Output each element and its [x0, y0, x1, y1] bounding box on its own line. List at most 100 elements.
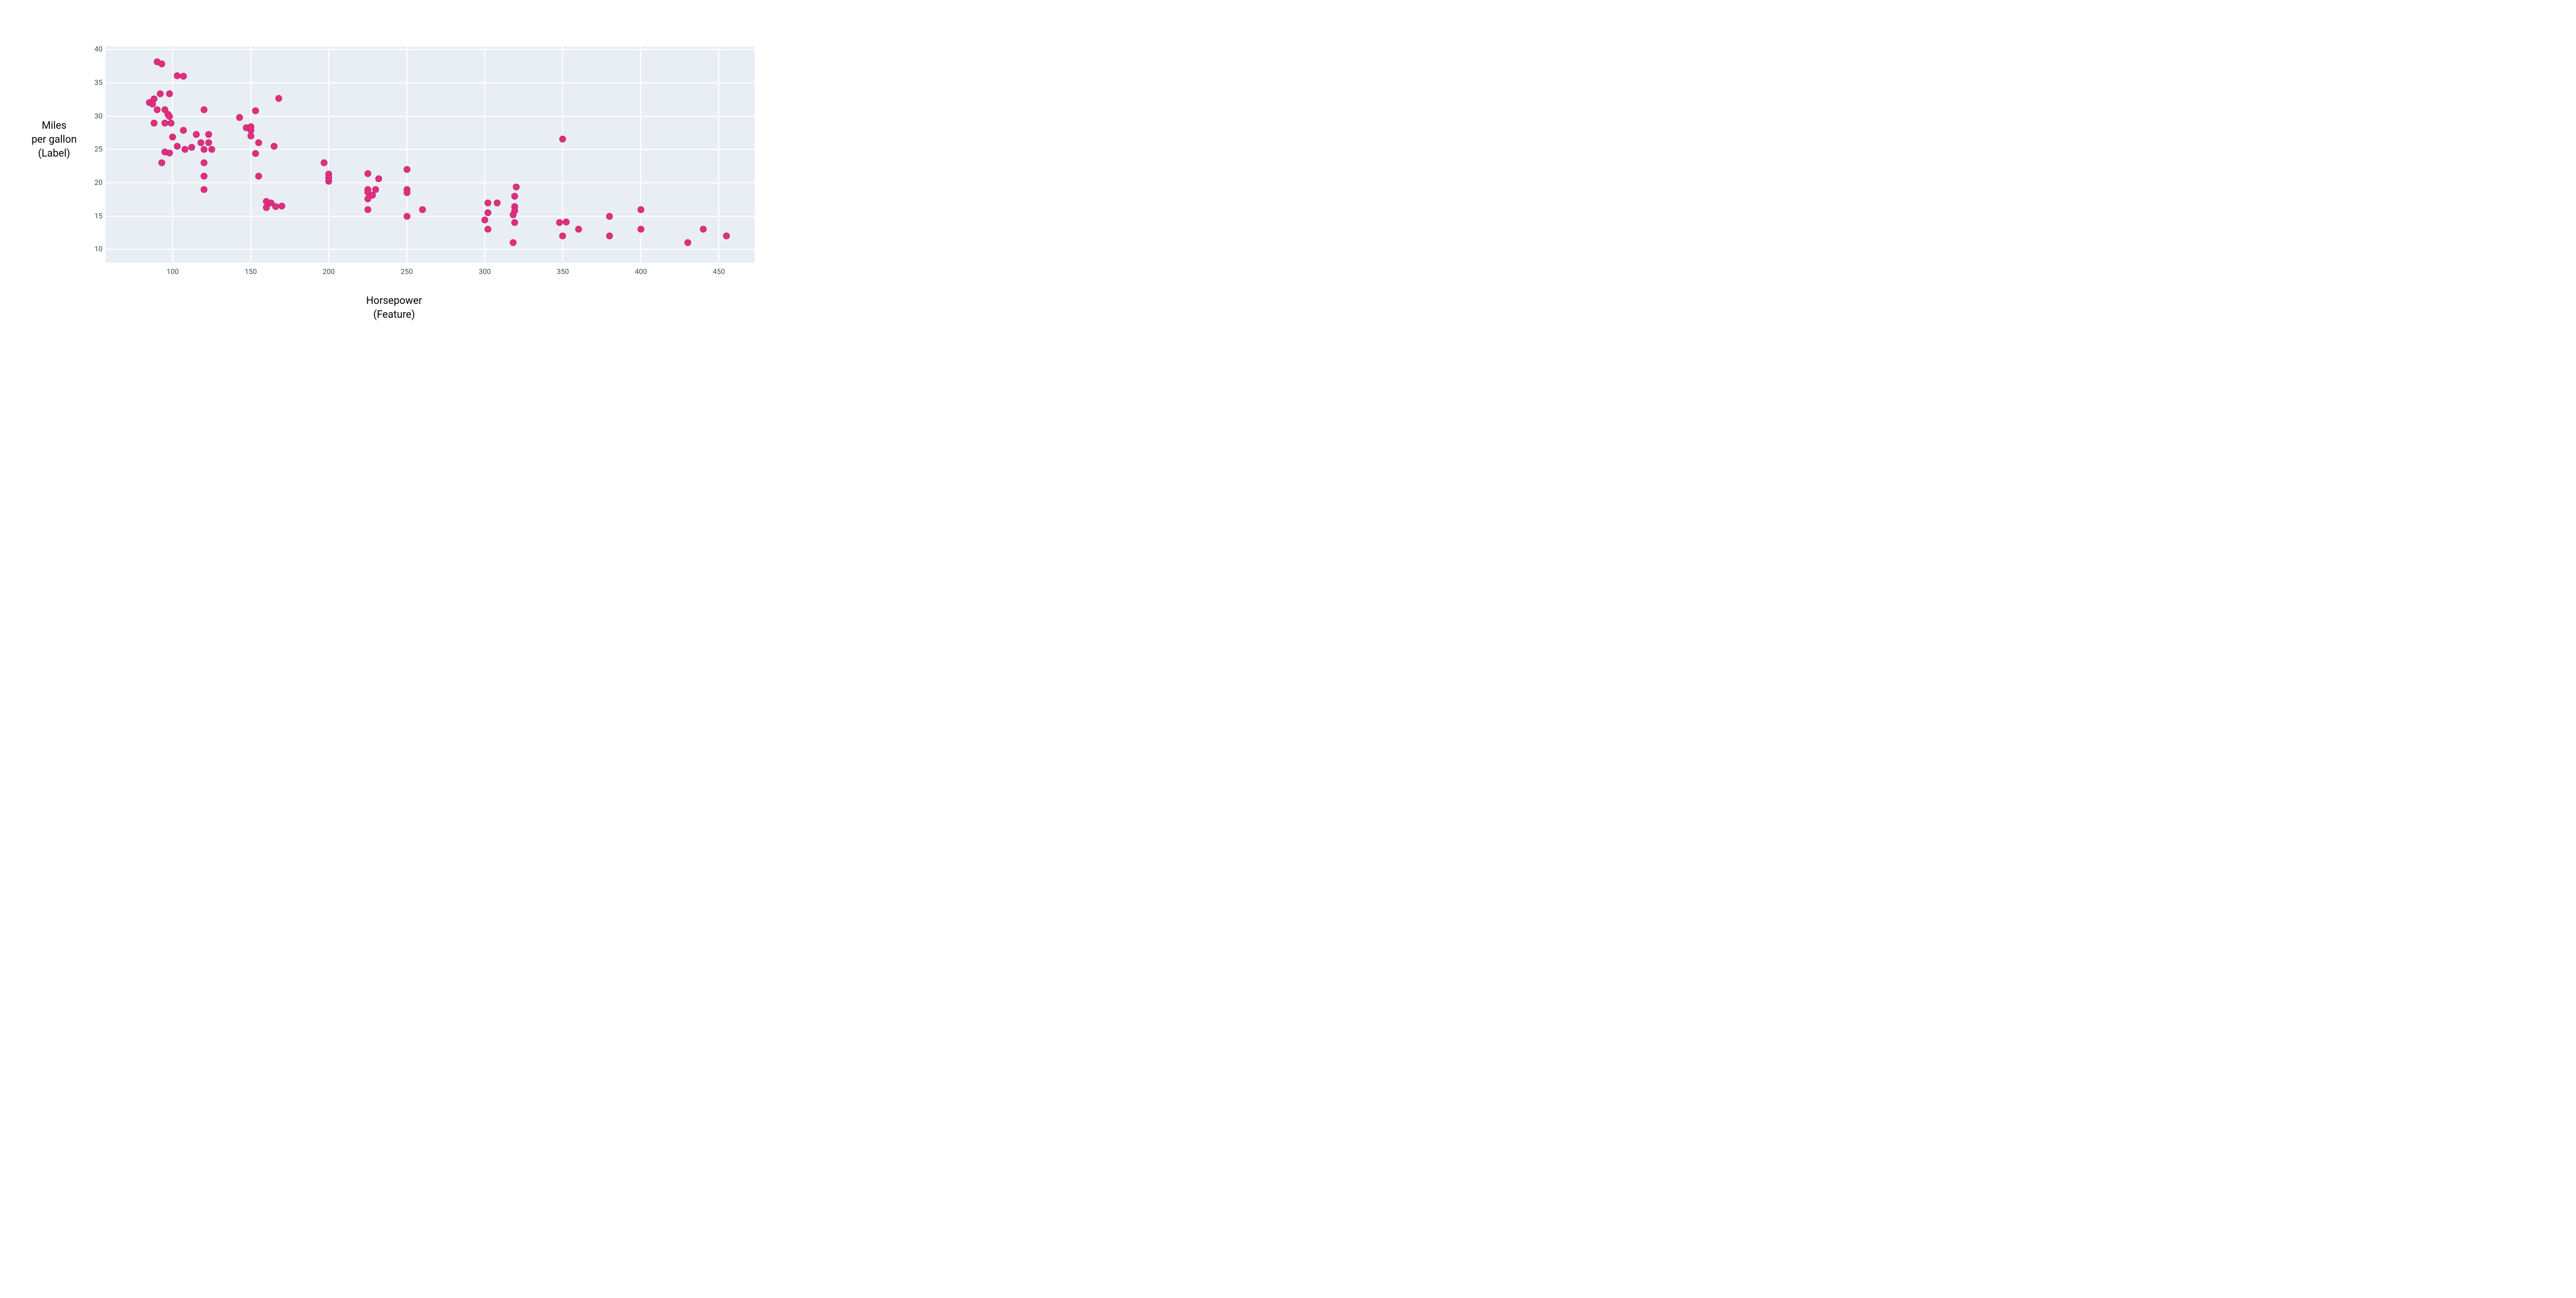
scatter-marker: [510, 211, 516, 218]
x-tick-label: 300: [469, 268, 500, 276]
scatter-marker: [494, 199, 501, 206]
scatter-marker: [180, 127, 187, 133]
scatter-marker: [403, 190, 410, 196]
scatter-marker: [403, 166, 410, 173]
scatter-marker: [174, 143, 181, 149]
scatter-marker: [166, 113, 173, 119]
scatter-marker: [162, 119, 168, 126]
gridline-vertical: [406, 46, 408, 263]
gridline-horizontal: [106, 116, 755, 117]
scatter-marker: [606, 213, 613, 219]
scatter-marker: [369, 192, 376, 199]
scatter-marker: [606, 233, 613, 240]
scatter-marker: [166, 149, 173, 156]
scatter-marker: [560, 233, 566, 240]
y-tick-label: 10: [72, 245, 103, 253]
scatter-marker: [321, 160, 328, 166]
scatter-marker: [200, 173, 207, 180]
scatter-marker: [273, 203, 279, 210]
scatter-marker: [482, 217, 488, 224]
gridline-horizontal: [106, 82, 755, 83]
scatter-marker: [563, 219, 569, 226]
scatter-marker: [255, 173, 262, 180]
x-tick-label: 350: [547, 268, 578, 276]
y-tick-label: 35: [72, 79, 103, 87]
y-axis-title-line1: Miles: [42, 119, 66, 131]
y-axis-title-line3: (Label): [38, 147, 70, 159]
scatter-marker: [485, 226, 492, 233]
scatter-marker: [403, 213, 410, 219]
scatter-marker: [200, 146, 207, 153]
scatter-marker: [511, 219, 518, 226]
x-tick-label: 450: [703, 268, 734, 276]
scatter-marker: [376, 176, 382, 182]
scatter-plot-area: [106, 46, 755, 263]
scatter-marker: [182, 146, 189, 153]
scatter-marker: [255, 140, 262, 146]
scatter-marker: [637, 226, 644, 233]
scatter-marker: [197, 140, 204, 146]
gridline-horizontal: [106, 216, 755, 217]
scatter-marker: [252, 150, 259, 157]
scatter-marker: [511, 193, 518, 199]
scatter-marker: [364, 206, 371, 213]
x-axis-title-line1: Horsepower: [366, 294, 422, 306]
scatter-marker: [157, 90, 164, 97]
scatter-marker: [279, 203, 285, 210]
scatter-marker: [700, 226, 707, 233]
scatter-marker: [205, 131, 212, 138]
scatter-marker: [193, 131, 199, 138]
chart-page: Miles per gallon (Label) 101520253035401…: [0, 0, 788, 377]
scatter-marker: [159, 160, 165, 166]
scatter-marker: [271, 143, 278, 149]
scatter-marker: [247, 133, 254, 140]
scatter-marker: [723, 233, 730, 240]
scatter-marker: [236, 114, 243, 121]
x-axis-title: Horsepower (Feature): [0, 294, 788, 321]
x-axis-title-line2: (Feature): [374, 308, 415, 320]
scatter-marker: [170, 133, 176, 140]
scatter-marker: [560, 135, 566, 142]
y-tick-label: 40: [72, 45, 103, 54]
scatter-marker: [637, 206, 644, 213]
scatter-marker: [200, 186, 207, 193]
gridline-vertical: [328, 46, 329, 263]
scatter-marker: [513, 183, 519, 190]
gridline-horizontal: [106, 249, 755, 250]
x-tick-label: 200: [313, 268, 344, 276]
gridline-horizontal: [106, 49, 755, 50]
scatter-marker: [263, 204, 269, 211]
gridline-vertical: [562, 46, 563, 263]
y-tick-label: 25: [72, 145, 103, 153]
scatter-marker: [485, 199, 492, 206]
gridline-horizontal: [106, 182, 755, 183]
scatter-marker: [247, 124, 254, 130]
scatter-marker: [200, 160, 207, 166]
y-axis-title: Miles per gallon (Label): [21, 118, 88, 160]
gridline-vertical: [250, 46, 251, 263]
scatter-marker: [168, 119, 175, 126]
x-tick-label: 150: [235, 268, 266, 276]
scatter-marker: [150, 119, 157, 126]
scatter-marker: [556, 219, 563, 226]
y-tick-label: 30: [72, 112, 103, 121]
y-axis-title-line2: per gallon: [31, 133, 77, 145]
x-tick-label: 100: [157, 268, 188, 276]
scatter-marker: [159, 60, 165, 67]
scatter-marker: [208, 146, 215, 153]
x-tick-label: 400: [625, 268, 656, 276]
scatter-marker: [485, 210, 492, 216]
scatter-marker: [166, 90, 173, 97]
chart-container: 10152025303540100150200250300350400450: [90, 46, 755, 273]
scatter-marker: [364, 170, 371, 177]
scatter-marker: [174, 72, 181, 79]
y-tick-label: 15: [72, 212, 103, 220]
gridline-vertical: [718, 46, 719, 263]
scatter-marker: [419, 206, 426, 213]
x-tick-label: 250: [392, 268, 422, 276]
scatter-marker: [510, 240, 516, 246]
scatter-marker: [154, 106, 160, 113]
scatter-marker: [276, 95, 282, 101]
scatter-marker: [684, 240, 691, 246]
scatter-marker: [200, 106, 207, 113]
